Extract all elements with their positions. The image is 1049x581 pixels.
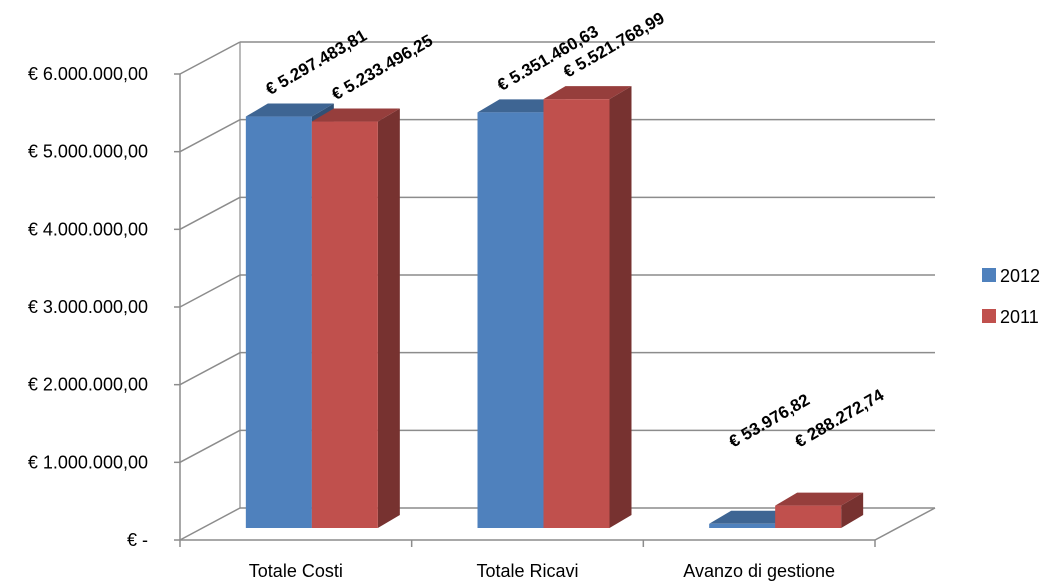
gridline-side: [179, 429, 241, 463]
bar: [311, 121, 378, 528]
bar-top: [311, 108, 400, 122]
bar: [709, 523, 776, 528]
legend-swatch: [982, 268, 996, 282]
legend-label: 2012: [1000, 266, 1040, 286]
y-tick-label: € 6.000.000,00: [28, 64, 148, 84]
bar: [775, 505, 842, 528]
bars: [245, 86, 864, 529]
gridline-side: [179, 41, 241, 75]
bar-side: [609, 86, 632, 528]
bar-top: [543, 86, 632, 100]
gridline-side: [179, 196, 241, 230]
gridline-side: [179, 119, 241, 153]
legend-label: 2011: [1000, 307, 1039, 327]
x-category-label: Avanzo di gestione: [683, 561, 835, 581]
legend: 2012 2011: [982, 266, 1040, 327]
bar-side: [841, 492, 864, 528]
y-tick-labels: € - € 1.000.000,00 € 2.000.000,00 € 3.000.0…: [28, 64, 148, 550]
category-labels: Totale Costi Totale Ricavi Avanzo di gesti…: [249, 561, 835, 581]
y-tick-label: € 4.000.000,00: [28, 219, 148, 239]
y-tick-label: € 2.000.000,00: [28, 375, 148, 395]
x-category-label: Totale Ricavi: [476, 561, 578, 581]
gridline-side: [179, 352, 241, 386]
x-category-label: Totale Costi: [249, 561, 343, 581]
bar: [477, 112, 544, 529]
y-tick-label: € -: [127, 530, 148, 550]
bar-top: [245, 103, 334, 117]
y-tick-label: € 5.000.000,00: [28, 142, 148, 162]
y-tick-label: € 1.000.000,00: [28, 452, 148, 472]
gridline-side: [179, 507, 241, 541]
bar-top: [775, 492, 864, 506]
y-tick-label: € 3.000.000,00: [28, 297, 148, 317]
bar-side: [377, 108, 400, 528]
floor-right-edge: [874, 507, 936, 541]
axes: [174, 42, 876, 547]
gridline-side: [179, 274, 241, 308]
bar: [543, 99, 610, 528]
bar: [245, 116, 312, 529]
legend-swatch: [982, 309, 996, 323]
